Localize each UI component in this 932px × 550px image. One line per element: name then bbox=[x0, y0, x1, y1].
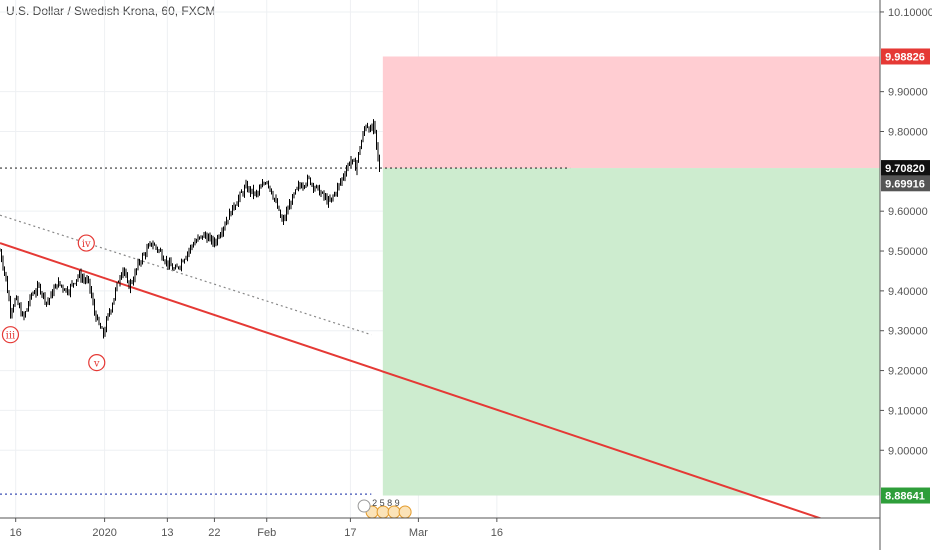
wave-label[interactable]: iii bbox=[6, 331, 16, 342]
y-tick-label: 9.20000 bbox=[888, 366, 928, 378]
price-tag-label: 9.69916 bbox=[885, 178, 925, 190]
wave-label[interactable]: v bbox=[93, 359, 100, 370]
y-tick-label: 10.10000 bbox=[888, 7, 932, 19]
trendline-dotted[interactable] bbox=[0, 214, 372, 336]
candle-series bbox=[0, 119, 380, 339]
y-tick-label: 9.40000 bbox=[888, 286, 928, 298]
wave-label-circle[interactable] bbox=[1, 326, 20, 344]
price-tag-label: 9.98826 bbox=[885, 51, 925, 63]
x-tick-label: Feb bbox=[257, 527, 276, 539]
price-tag-label: 8.88641 bbox=[885, 491, 925, 503]
time-axis[interactable] bbox=[0, 518, 880, 550]
price-tag-bg bbox=[881, 487, 930, 504]
price-axis[interactable] bbox=[880, 0, 932, 550]
wave-annotations[interactable]: iii iv v bbox=[1, 234, 106, 372]
price-tag[interactable]: 9.98826 bbox=[881, 48, 930, 65]
x-tick-label: 16 bbox=[10, 527, 22, 539]
x-tick-label: 16 bbox=[491, 527, 503, 539]
trendline-solid[interactable] bbox=[0, 242, 881, 540]
price-tag-label: 9.70820 bbox=[885, 163, 925, 175]
x-tick-label: 2020 bbox=[92, 527, 116, 539]
wave-label[interactable]: iv bbox=[82, 239, 91, 250]
take-profit-zone[interactable] bbox=[382, 168, 880, 496]
event-marker-label[interactable]: 2 5 8 9 bbox=[372, 498, 400, 508]
trendlines[interactable] bbox=[0, 167, 881, 540]
price-tag-bg bbox=[881, 160, 930, 177]
price-tag-bg bbox=[881, 48, 930, 65]
price-tag-bg bbox=[881, 175, 930, 192]
y-tick-label: 9.10000 bbox=[888, 405, 928, 417]
x-tick-label: Mar bbox=[409, 527, 428, 539]
y-tick-label: 9.80000 bbox=[888, 126, 928, 138]
y-tick-label: 9.50000 bbox=[888, 246, 928, 258]
x-tick-label: 22 bbox=[208, 527, 220, 539]
stop-loss-zone[interactable] bbox=[382, 56, 880, 169]
y-tick-label: 9.90000 bbox=[888, 87, 928, 99]
position-zones[interactable] bbox=[382, 56, 880, 496]
y-tick-label: 9.00000 bbox=[888, 445, 928, 457]
price-tag[interactable]: 8.88641 bbox=[881, 487, 930, 504]
x-tick-label: 13 bbox=[161, 527, 173, 539]
x-tick-label: 17 bbox=[344, 527, 356, 539]
wave-label-circle[interactable] bbox=[88, 354, 106, 372]
y-tick-label: 9.30000 bbox=[888, 326, 928, 338]
y-tick-label: 9.60000 bbox=[888, 206, 928, 218]
price-tag[interactable]: 9.70820 bbox=[881, 160, 930, 177]
event-marker[interactable] bbox=[398, 505, 412, 519]
event-markers[interactable]: 2 5 8 9 bbox=[357, 498, 412, 519]
price-tag[interactable]: 9.69916 bbox=[881, 175, 930, 192]
chart-title: U.S. Dollar / Swedish Krona, 60, FXCM bbox=[6, 4, 216, 18]
wave-label-circle[interactable] bbox=[77, 234, 95, 252]
flag-icon bbox=[357, 499, 371, 513]
